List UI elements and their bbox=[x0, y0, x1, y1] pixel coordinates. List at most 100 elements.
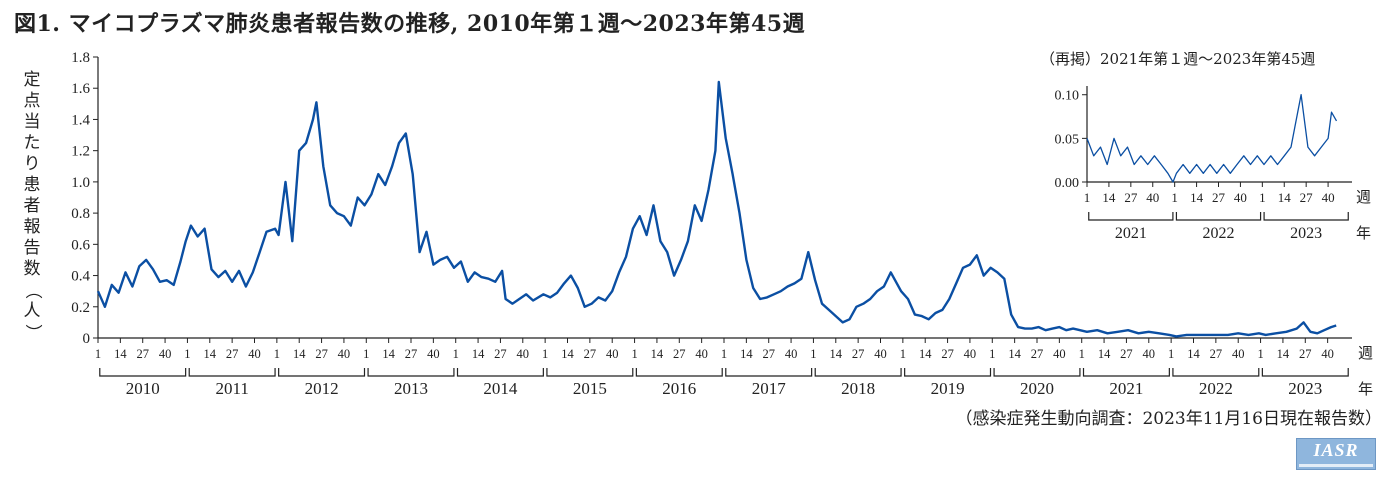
x-week-label: 27 bbox=[226, 347, 239, 361]
year-bracket bbox=[1175, 212, 1262, 221]
year-label: 2016 bbox=[662, 379, 696, 398]
x-week-label: 27 bbox=[1120, 347, 1133, 361]
x-week-label: 40 bbox=[964, 347, 977, 361]
y-axis-label-char: 数 bbox=[23, 259, 41, 279]
x-week-label: 14 bbox=[114, 347, 127, 361]
x-week-label: 27 bbox=[673, 347, 686, 361]
year-label: 2018 bbox=[841, 379, 875, 398]
y-tick-label: 0.10 bbox=[1055, 89, 1080, 104]
x-week-label: 27 bbox=[494, 347, 507, 361]
year-label: 2015 bbox=[573, 379, 607, 398]
x-week-label: 14 bbox=[1278, 190, 1292, 205]
x-week-label: 27 bbox=[1031, 347, 1044, 361]
x-week-label: 27 bbox=[315, 347, 328, 361]
source-note: （感染症発生動向調査：2023年11月16日現在報告数） bbox=[955, 409, 1382, 429]
year-label: 2023 bbox=[1290, 225, 1322, 242]
x-week-label: 27 bbox=[1212, 190, 1226, 205]
x-week-label: 1 bbox=[274, 347, 280, 361]
year-bracket bbox=[1261, 368, 1349, 377]
year-label: 2017 bbox=[752, 379, 787, 398]
y-tick-label: 0.00 bbox=[1055, 176, 1080, 191]
logo-subline bbox=[1299, 464, 1373, 467]
x-week-label: 40 bbox=[785, 347, 798, 361]
y-tick-label: 0.2 bbox=[71, 300, 90, 316]
x-week-label: 40 bbox=[427, 347, 440, 361]
x-week-label: 40 bbox=[248, 347, 261, 361]
week-unit-label: 週 bbox=[1358, 344, 1373, 362]
year-bracket bbox=[1172, 368, 1260, 377]
x-week-label: 40 bbox=[338, 347, 351, 361]
y-axis-label-char: 人 bbox=[23, 301, 41, 321]
y-axis-label: 定点当たり患者報告数（人） bbox=[22, 70, 43, 343]
x-week-label: 40 bbox=[1053, 347, 1066, 361]
series-line bbox=[1086, 94, 1338, 183]
y-axis-label-char: た bbox=[23, 133, 41, 153]
y-axis-label-char: 定 bbox=[23, 70, 41, 90]
y-axis-label-char: 当 bbox=[23, 112, 41, 132]
year-bracket bbox=[1088, 212, 1174, 221]
x-week-label: 27 bbox=[1299, 347, 1312, 361]
x-week-label: 27 bbox=[1210, 347, 1223, 361]
x-week-label: 40 bbox=[1232, 347, 1245, 361]
x-week-label: 40 bbox=[517, 347, 530, 361]
x-week-label: 1 bbox=[542, 347, 548, 361]
x-week-label: 14 bbox=[561, 347, 574, 361]
x-week-label: 14 bbox=[1102, 190, 1116, 205]
x-week-label: 14 bbox=[830, 347, 843, 361]
year-bracket bbox=[278, 368, 366, 377]
iasr-logo: IASR bbox=[1296, 438, 1376, 470]
x-week-label: 1 bbox=[1171, 190, 1178, 205]
x-week-label: 1 bbox=[1084, 190, 1091, 205]
year-bracket bbox=[546, 368, 634, 377]
x-week-label: 40 bbox=[695, 347, 708, 361]
y-tick-label: 1.4 bbox=[71, 112, 90, 128]
x-week-label: 1 bbox=[900, 347, 906, 361]
x-week-label: 1 bbox=[721, 347, 727, 361]
year-bracket bbox=[725, 368, 813, 377]
y-axis-label-char: 者 bbox=[23, 196, 41, 216]
x-week-label: 14 bbox=[740, 347, 753, 361]
x-week-label: 1 bbox=[184, 347, 190, 361]
y-tick-label: 0.05 bbox=[1055, 132, 1080, 147]
x-week-label: 14 bbox=[919, 347, 932, 361]
x-week-label: 1 bbox=[989, 347, 995, 361]
year-label: 2021 bbox=[1109, 379, 1143, 398]
x-week-label: 14 bbox=[1008, 347, 1021, 361]
x-week-label: 14 bbox=[1098, 347, 1111, 361]
x-week-label: 40 bbox=[159, 347, 172, 361]
x-week-label: 14 bbox=[472, 347, 485, 361]
x-week-label: 27 bbox=[1124, 190, 1138, 205]
year-label: 2020 bbox=[1020, 379, 1054, 398]
x-week-label: 27 bbox=[1300, 190, 1314, 205]
year-label: 2012 bbox=[305, 379, 339, 398]
week-unit-label: 週 bbox=[1356, 188, 1371, 206]
year-bracket bbox=[1082, 368, 1170, 377]
x-week-label: 27 bbox=[941, 347, 954, 361]
year-bracket bbox=[814, 368, 902, 377]
year-bracket bbox=[367, 368, 455, 377]
y-tick-label: 0.8 bbox=[71, 206, 90, 222]
y-tick-label: 1.0 bbox=[71, 175, 90, 191]
inset-title: （再掲）2021年第１週〜2023年第45週 bbox=[1040, 50, 1315, 68]
year-label: 2011 bbox=[215, 379, 248, 398]
y-tick-label: 1.2 bbox=[71, 144, 90, 160]
year-bracket bbox=[1263, 212, 1349, 221]
year-label: 2023 bbox=[1288, 379, 1322, 398]
x-week-label: 40 bbox=[606, 347, 619, 361]
year-label: 2010 bbox=[126, 379, 160, 398]
x-week-label: 1 bbox=[453, 347, 459, 361]
x-week-label: 14 bbox=[1190, 190, 1204, 205]
x-week-label: 27 bbox=[136, 347, 149, 361]
year-bracket bbox=[456, 368, 544, 377]
x-week-label: 1 bbox=[363, 347, 369, 361]
x-week-label: 14 bbox=[382, 347, 395, 361]
year-bracket bbox=[99, 368, 187, 377]
y-axis-label-char: 点 bbox=[23, 91, 41, 111]
y-axis-label-char: 患 bbox=[23, 175, 41, 195]
x-week-label: 1 bbox=[1168, 347, 1174, 361]
x-week-label: 40 bbox=[874, 347, 887, 361]
x-week-label: 1 bbox=[631, 347, 637, 361]
y-tick-label: 0.6 bbox=[71, 237, 90, 253]
y-tick-label: 0.4 bbox=[71, 269, 90, 285]
